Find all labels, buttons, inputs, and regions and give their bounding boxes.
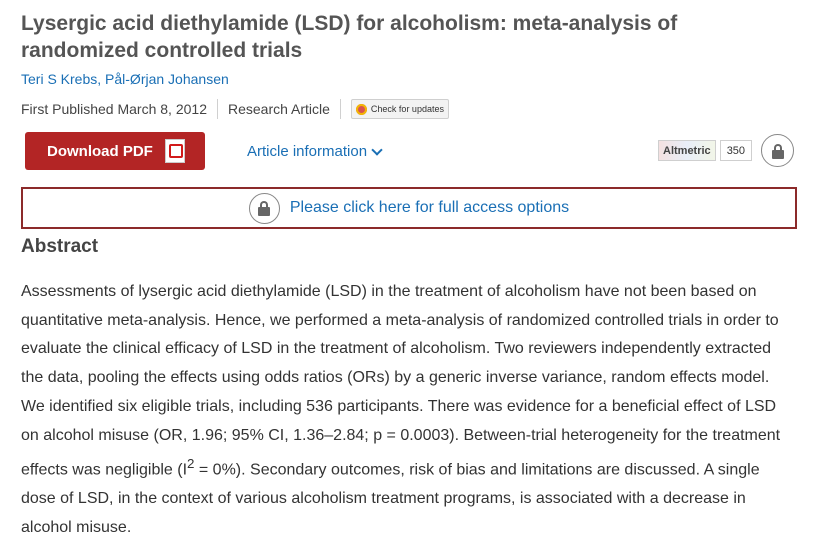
abstract-text-part1: Assessments of lysergic acid diethylamid… bbox=[21, 283, 781, 479]
author-list: Teri S Krebs, Pål-Ørjan Johansen bbox=[21, 71, 229, 87]
abstract-text: Assessments of lysergic acid diethylamid… bbox=[21, 278, 796, 543]
abstract-superscript: 2 bbox=[187, 456, 195, 472]
article-title: Lysergic acid diethylamide (LSD) for alc… bbox=[21, 12, 678, 62]
article-information-toggle[interactable]: Article information bbox=[247, 143, 383, 160]
publication-meta: First Published March 8, 2012 Research A… bbox=[21, 99, 449, 119]
article-type: Research Article bbox=[227, 101, 330, 117]
article-information-label: Article information bbox=[247, 143, 368, 160]
author-link[interactable]: Teri S Krebs bbox=[21, 71, 98, 87]
full-access-options-banner[interactable]: Please click here for full access option… bbox=[21, 187, 797, 229]
published-date: First Published March 8, 2012 bbox=[21, 101, 207, 117]
full-access-options-link[interactable]: Please click here for full access option… bbox=[289, 199, 570, 216]
lock-icon bbox=[771, 143, 784, 159]
check-for-updates-icon bbox=[355, 103, 367, 115]
download-pdf-button[interactable]: Download PDF bbox=[25, 132, 205, 170]
abstract-heading: Abstract bbox=[21, 236, 99, 257]
altmetric-logo: Altmetric bbox=[658, 140, 716, 161]
altmetric-score: 350 bbox=[719, 140, 753, 161]
altmetric-badge[interactable]: Altmetric 350 bbox=[658, 140, 753, 161]
author-separator: , bbox=[97, 71, 102, 87]
chevron-down-icon bbox=[371, 143, 383, 156]
divider bbox=[339, 99, 341, 119]
divider bbox=[216, 99, 218, 119]
abstract-text-part2: = 0%). Secondary outcomes, risk of bias … bbox=[21, 461, 760, 536]
lock-icon bbox=[258, 201, 271, 216]
lock-icon-circle bbox=[248, 192, 280, 224]
pdf-icon bbox=[164, 139, 185, 163]
author-link[interactable]: Pål-Ørjan Johansen bbox=[105, 71, 229, 87]
download-pdf-label: Download PDF bbox=[47, 142, 153, 160]
check-for-updates-label: Check for updates bbox=[370, 104, 444, 114]
check-for-updates-button[interactable]: Check for updates bbox=[350, 99, 449, 119]
access-lock-button[interactable] bbox=[761, 134, 794, 167]
